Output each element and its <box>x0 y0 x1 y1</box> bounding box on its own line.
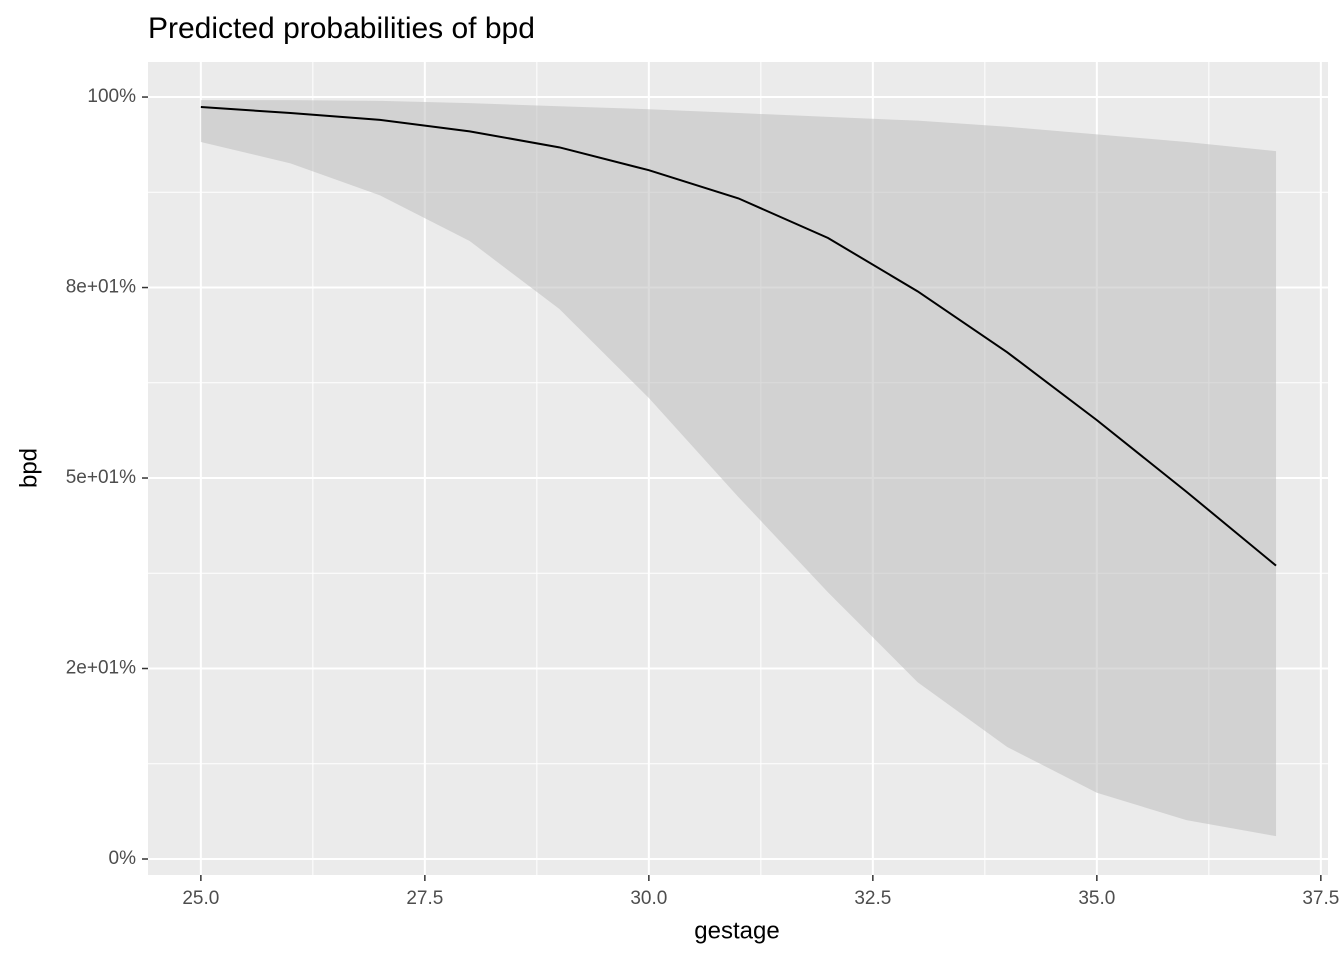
y-tick-label: 2e+01% <box>66 658 136 679</box>
line <box>200 105 1277 567</box>
confidence-ribbon <box>200 100 1277 837</box>
x-tick-label: 27.5 <box>406 888 443 909</box>
x-tick-label: 25.0 <box>182 888 219 909</box>
x-tick-label: 35.0 <box>1078 888 1115 909</box>
x-tick-label: 32.5 <box>854 888 891 909</box>
marks <box>200 100 1277 837</box>
x-tick-label: 37.5 <box>1302 888 1339 909</box>
chart-title: Predicted probabilities of bpd <box>148 12 535 45</box>
y-axis-title: bpd <box>15 448 42 488</box>
y-tick-label: 5e+01% <box>66 467 136 488</box>
y-tick-label: 8e+01% <box>66 277 136 298</box>
y-tick-label: 100% <box>87 86 136 107</box>
y-tick-label: 0% <box>109 848 137 869</box>
x-axis-title: gestage <box>694 917 779 944</box>
x-tick-label: 30.0 <box>630 888 667 909</box>
